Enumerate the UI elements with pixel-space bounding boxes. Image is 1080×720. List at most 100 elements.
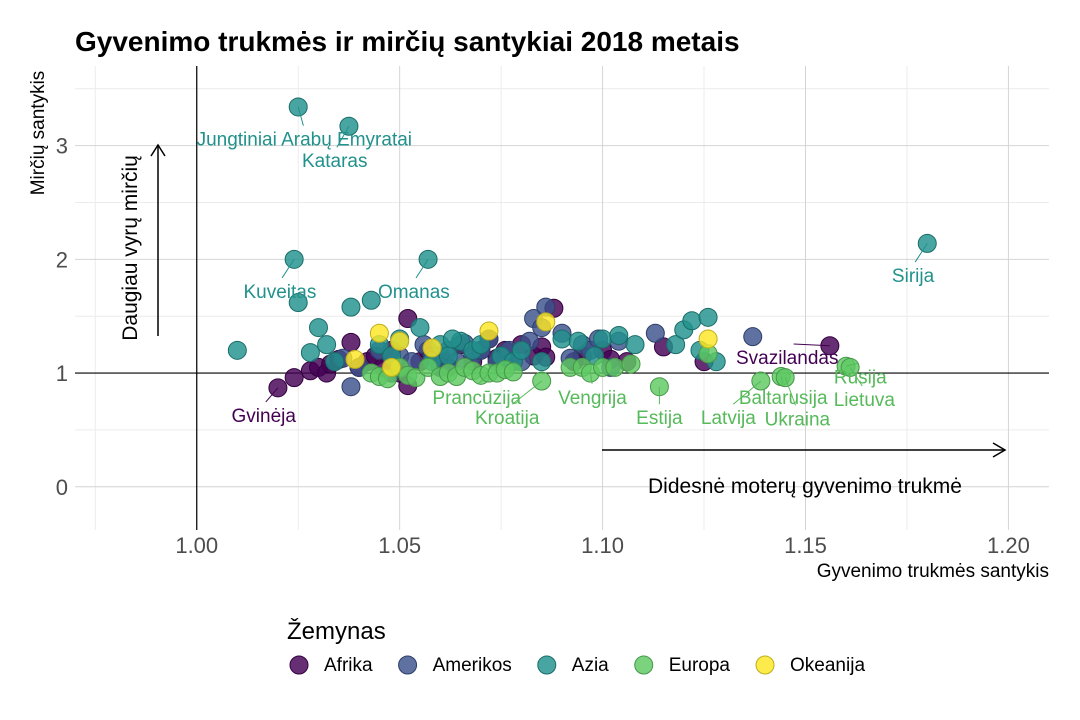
x-tick-label: 1.20 — [987, 533, 1030, 558]
label-leader — [732, 380, 762, 405]
point-azia — [625, 335, 645, 355]
legend: Žemynas Afrika Amerikos Azia Europa Okeanija — [287, 618, 865, 676]
point-europa — [605, 357, 625, 377]
point-okeanija — [369, 323, 389, 343]
point-okeanija — [536, 312, 556, 332]
label-leader — [415, 259, 429, 279]
legend-title: Žemynas — [287, 618, 386, 645]
point-amerikos — [743, 327, 763, 347]
point-okeanija — [345, 349, 365, 369]
label-leader — [512, 380, 543, 405]
legend-swatch — [398, 655, 418, 675]
point-azia — [227, 340, 247, 360]
label-leader — [478, 372, 490, 385]
label-lietuva: Lietuva — [834, 390, 896, 411]
legend-item-azia: Azia — [537, 655, 609, 676]
point-amerikos — [645, 323, 665, 343]
point-azia — [511, 340, 531, 360]
label-estija: Estija — [636, 408, 683, 429]
point-azia — [300, 343, 320, 363]
point-afrika — [284, 368, 304, 388]
legend-label: Azia — [572, 655, 609, 676]
legend-swatch — [634, 655, 654, 675]
legend-item-afrika: Afrika — [289, 655, 373, 676]
label-baltarusija: Baltarusija — [739, 388, 828, 409]
grid-lines — [75, 66, 1049, 530]
y-axis-ticks: 0 1 2 3 — [56, 134, 68, 500]
label-svazilandas: Svazilandas — [736, 348, 838, 369]
point-okeanija — [382, 357, 402, 377]
point-azia — [532, 352, 552, 372]
point-azia — [317, 335, 337, 355]
label-kuveitas: Kuveitas — [244, 282, 317, 303]
label-leader — [793, 343, 830, 347]
label-rusija: Rusija — [834, 367, 887, 388]
label-leader — [281, 259, 295, 279]
legend-item-amerikos: Amerikos — [398, 655, 512, 676]
legend-label: Europa — [669, 655, 731, 676]
point-azia — [309, 318, 328, 338]
chart-title: Gyvenimo trukmės ir mirčių santykiai 201… — [75, 26, 740, 57]
legend-label: Afrika — [324, 655, 373, 676]
label-prancūzija: Prancūzija — [432, 388, 521, 409]
x-axis-title: Gyvenimo trukmės santykis — [817, 561, 1049, 582]
legend-item-europa: Europa — [634, 655, 731, 676]
x-tick-label: 1.10 — [581, 533, 624, 558]
label-leader — [589, 372, 593, 384]
point-azia — [361, 290, 381, 310]
legend-swatch — [755, 655, 775, 675]
label-vengrija: Vengrija — [558, 388, 627, 409]
label-omanas: Omanas — [378, 282, 450, 303]
point-azia — [568, 331, 588, 351]
x-tick-label: 1.00 — [175, 533, 218, 558]
point-okeanija — [479, 321, 499, 341]
label-leader — [297, 106, 304, 126]
point-azia — [609, 326, 629, 346]
y-tick-label: 0 — [56, 475, 68, 500]
label-leader — [336, 126, 350, 148]
annotation-horizontal: Didesnė moterų gyvenimo trukmė — [648, 475, 962, 498]
label-leader — [914, 243, 928, 263]
point-azia — [325, 352, 345, 372]
point-europa — [406, 368, 426, 388]
reference-lines — [75, 66, 1049, 530]
y-axis-title: Mirčių santykis — [28, 71, 49, 196]
label-leader — [784, 377, 797, 406]
arrow-up-head — [150, 143, 166, 157]
annotation-arrows — [150, 143, 1007, 458]
point-azia — [682, 311, 702, 331]
point-europa — [503, 362, 523, 382]
annotation-vertical: Daugiau vyrų mirčių — [119, 155, 142, 341]
y-tick-label: 1 — [56, 361, 68, 386]
label-leader — [265, 387, 279, 403]
label-kataras: Kataras — [302, 151, 367, 172]
y-tick-label: 3 — [56, 134, 68, 159]
label-leader — [845, 362, 859, 367]
point-azia — [442, 329, 462, 349]
label-leader — [849, 367, 863, 387]
legend-label: Okeanija — [790, 655, 865, 676]
point-azia — [593, 329, 613, 349]
label-jungtiniai-arabų-emyratai: Jungtiniai Arabų Emyratai — [197, 130, 412, 151]
point-amerikos — [341, 377, 361, 397]
label-kroatija: Kroatija — [475, 408, 540, 429]
legend-item-okeanija: Okeanija — [755, 655, 865, 676]
x-axis-ticks: 1.00 1.05 1.10 1.15 1.20 — [175, 533, 1029, 558]
arrow-right-head — [992, 442, 1007, 458]
point-azia — [288, 293, 308, 313]
label-gvinėja: Gvinėja — [232, 406, 297, 427]
x-tick-label: 1.15 — [784, 533, 827, 558]
point-europa — [621, 354, 641, 374]
point-afrika — [341, 332, 361, 352]
point-azia — [438, 346, 458, 366]
label-sirija: Sirija — [892, 266, 935, 287]
point-okeanija — [390, 331, 410, 351]
label-latvija: Latvija — [701, 408, 756, 429]
legend-swatch — [537, 655, 557, 675]
point-azia — [698, 307, 718, 327]
data-points — [227, 97, 937, 398]
point-okeanija — [422, 338, 442, 358]
point-azia — [341, 297, 361, 317]
